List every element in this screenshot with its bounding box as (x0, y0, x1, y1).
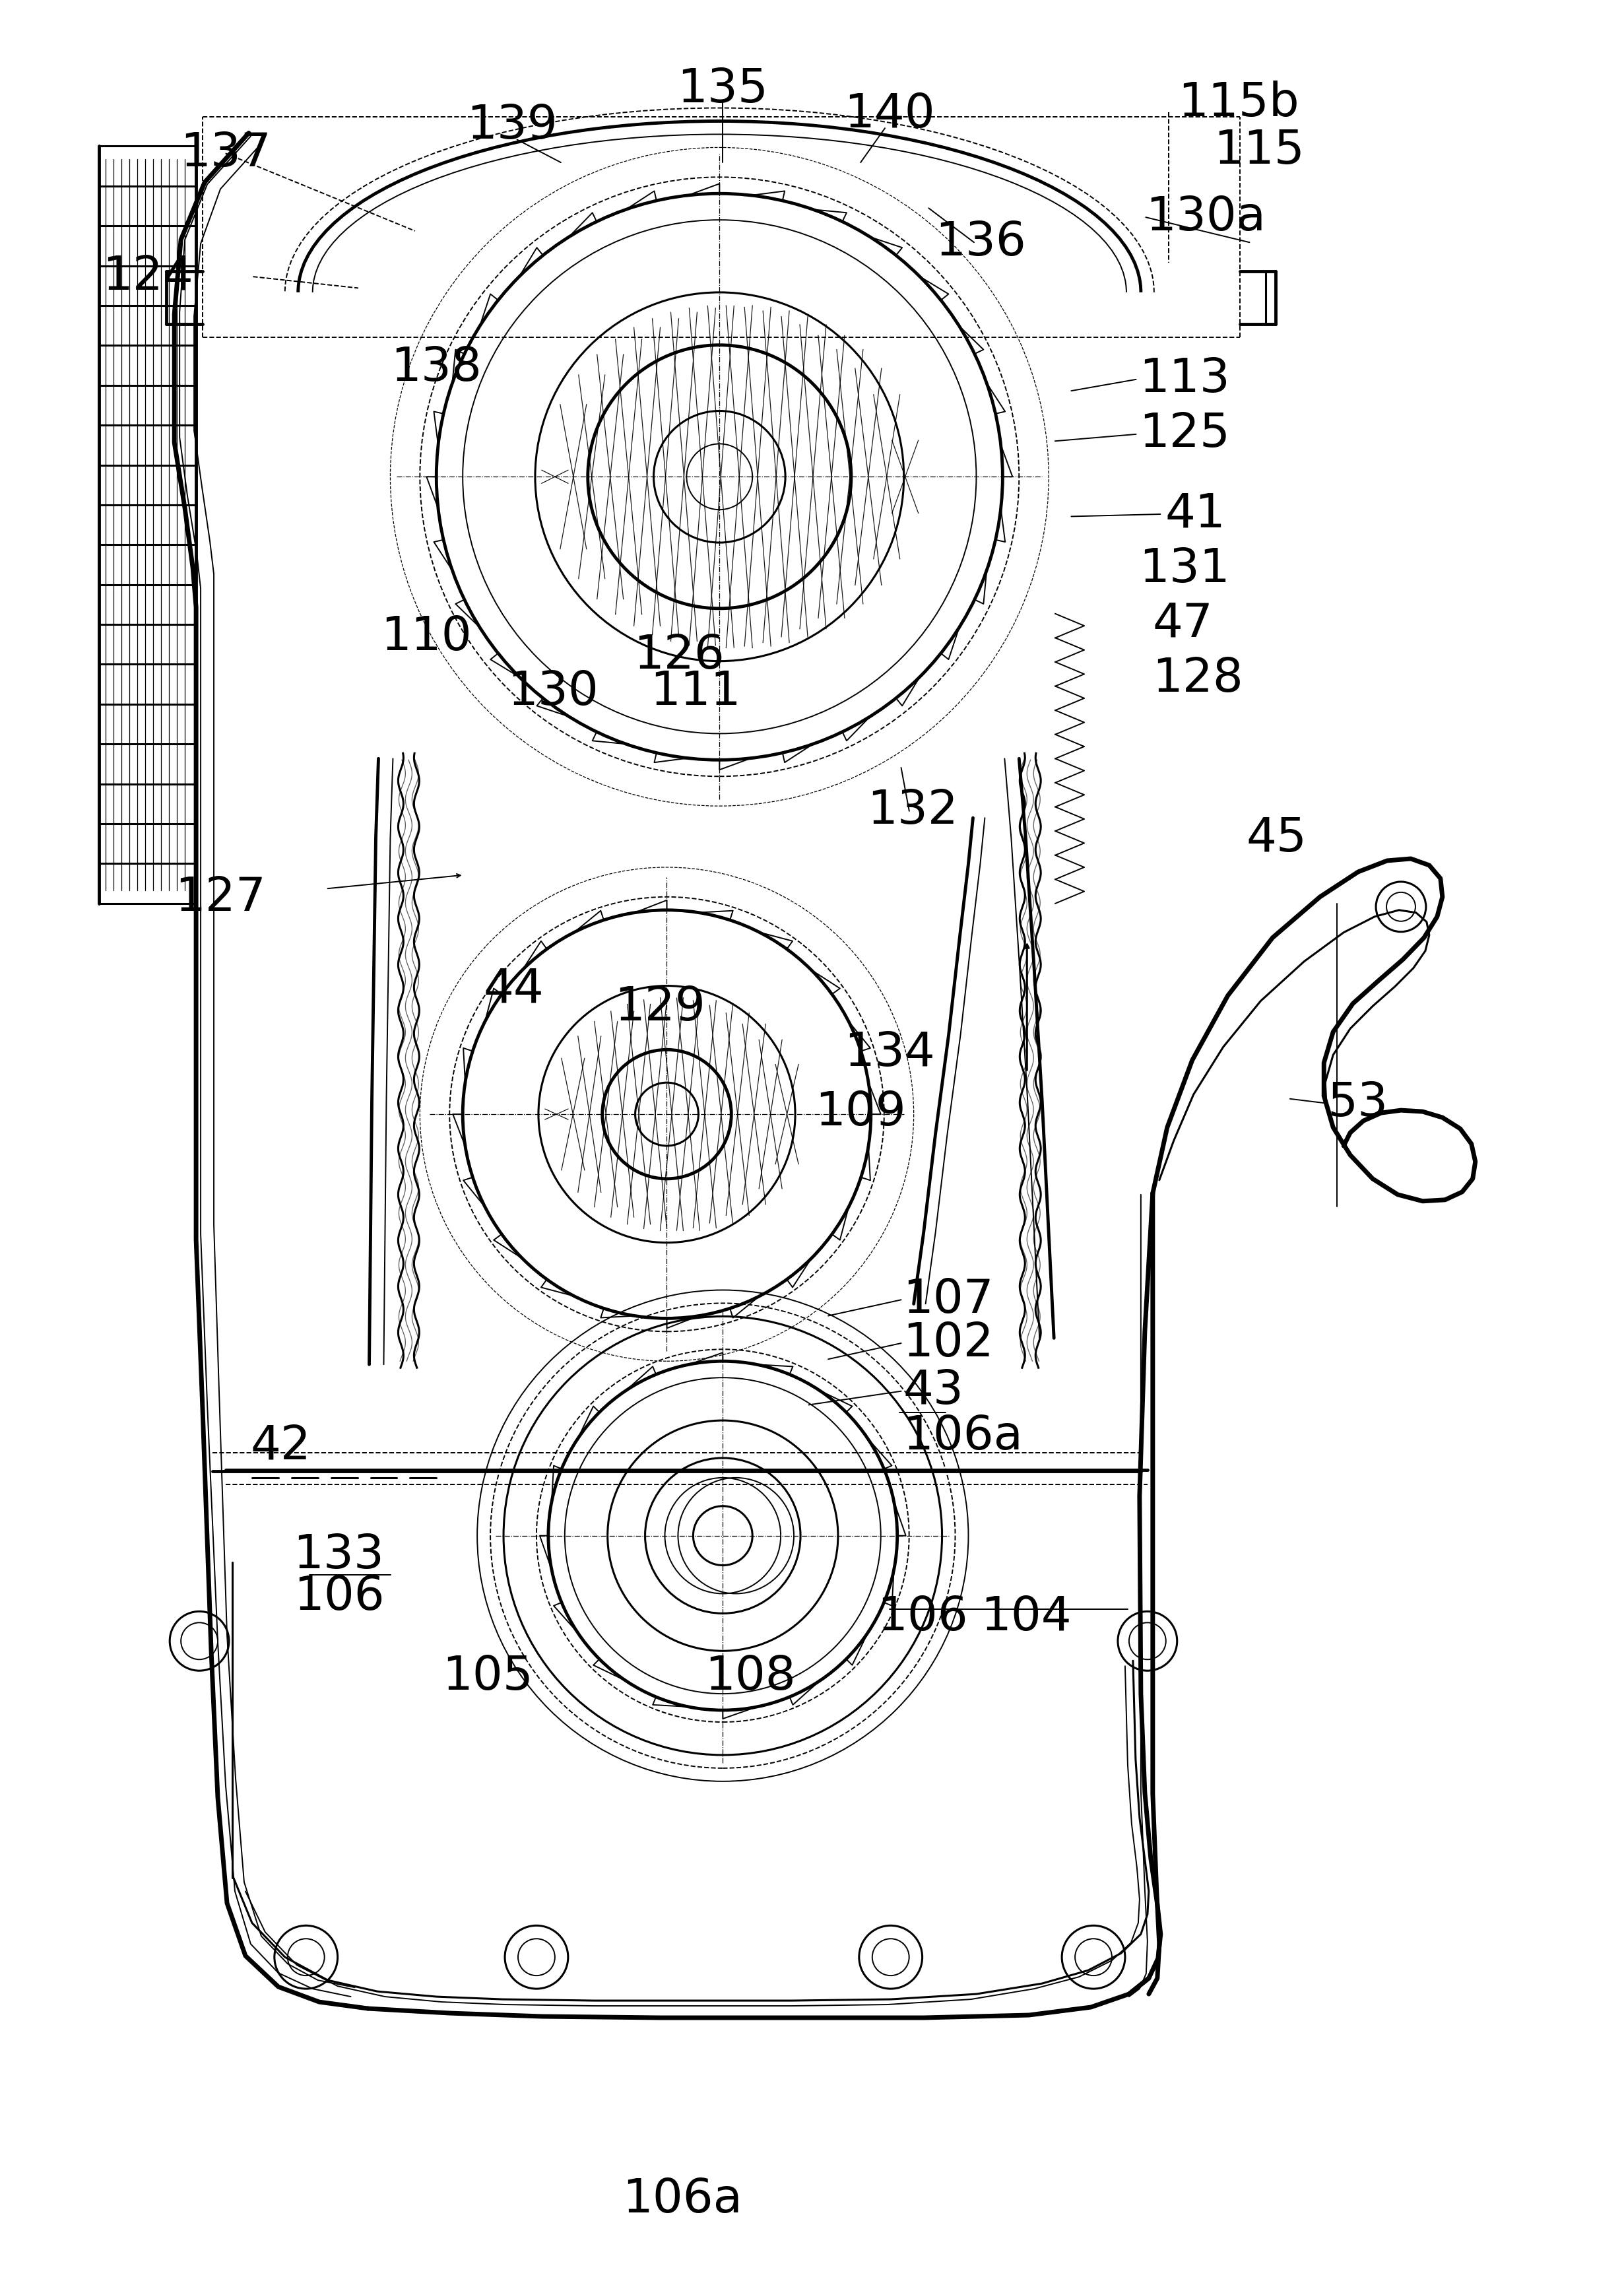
Text: 134: 134 (844, 1030, 935, 1076)
Text: 108: 108 (705, 1655, 796, 1698)
Text: 106: 106 (877, 1595, 968, 1639)
Text: 107: 107 (903, 1277, 994, 1323)
Text: 44: 44 (484, 966, 544, 1012)
Text: 45: 45 (1246, 815, 1307, 861)
Text: 109: 109 (815, 1090, 906, 1135)
Text: 115b: 115b (1177, 80, 1299, 126)
Text: 140: 140 (844, 92, 935, 137)
Text: 43: 43 (903, 1369, 963, 1415)
Text: 106: 106 (294, 1575, 385, 1621)
Text: 42: 42 (250, 1424, 310, 1470)
Text: 125: 125 (1140, 412, 1231, 458)
Text: 41: 41 (1166, 492, 1226, 538)
Text: 110: 110 (382, 616, 471, 659)
Text: 105: 105 (442, 1655, 533, 1698)
Text: 113: 113 (1140, 357, 1231, 403)
Text: 136: 136 (935, 220, 1026, 266)
Text: 135: 135 (677, 66, 768, 112)
Text: 131: 131 (1140, 547, 1231, 593)
Text: 106a: 106a (622, 2177, 742, 2223)
Text: 137: 137 (180, 130, 271, 176)
Text: 139: 139 (466, 103, 557, 149)
Text: 126: 126 (633, 634, 724, 678)
Text: 127: 127 (175, 874, 266, 920)
Text: 138: 138 (391, 346, 482, 391)
Text: 47: 47 (1153, 602, 1213, 645)
Text: 104: 104 (981, 1595, 1072, 1639)
Text: 102: 102 (903, 1321, 994, 1367)
Text: 128: 128 (1153, 657, 1244, 700)
Text: 133: 133 (294, 1534, 385, 1579)
Text: 130: 130 (507, 668, 598, 714)
Text: 124: 124 (102, 254, 193, 300)
Text: 132: 132 (867, 787, 958, 833)
Text: 111: 111 (650, 668, 741, 714)
Text: 130a: 130a (1147, 195, 1265, 240)
Text: 53: 53 (1327, 1080, 1389, 1126)
Text: 129: 129 (614, 984, 705, 1030)
Text: 115: 115 (1213, 128, 1304, 174)
Text: 106a: 106a (903, 1415, 1023, 1460)
